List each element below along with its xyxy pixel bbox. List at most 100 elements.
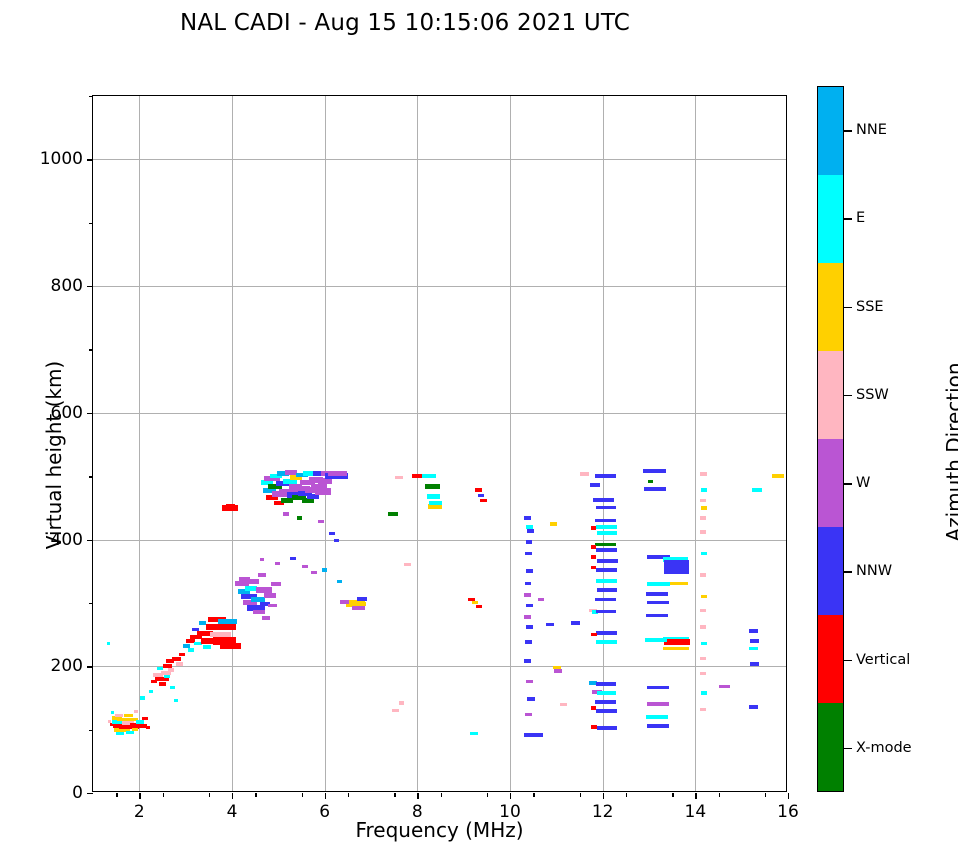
echo-mark bbox=[477, 493, 485, 497]
colorbar-tick bbox=[844, 394, 852, 397]
y-tick-minor bbox=[89, 476, 93, 478]
echo-mark bbox=[468, 597, 475, 601]
echo-mark bbox=[264, 592, 277, 598]
echo-mark bbox=[114, 727, 124, 732]
x-tick-minor bbox=[208, 793, 211, 797]
x-tick-label: 16 bbox=[777, 802, 799, 822]
x-tick-minor bbox=[440, 793, 442, 797]
echo-mark bbox=[145, 725, 151, 729]
echo-mark bbox=[241, 593, 258, 600]
echo-mark bbox=[155, 676, 169, 682]
echo-mark bbox=[194, 641, 203, 646]
colorbar-segment-w bbox=[818, 439, 843, 527]
echo-mark bbox=[269, 473, 283, 479]
echo-mark bbox=[115, 714, 123, 718]
y-tick-minor bbox=[89, 602, 93, 605]
echo-mark bbox=[646, 715, 669, 719]
echo-mark bbox=[131, 728, 139, 732]
echo-mark bbox=[261, 616, 270, 620]
colorbar-tick bbox=[844, 130, 852, 132]
echo-mark bbox=[340, 599, 349, 604]
x-tick-minor bbox=[394, 793, 396, 797]
colorbar-segment-sse bbox=[818, 263, 843, 351]
x-tick-label: 14 bbox=[684, 802, 707, 822]
echo-mark bbox=[595, 474, 616, 479]
echo-mark bbox=[590, 565, 597, 570]
grid-line-horizontal bbox=[93, 666, 786, 668]
echo-mark bbox=[426, 494, 441, 499]
echo-mark bbox=[525, 569, 534, 574]
echo-mark bbox=[648, 479, 653, 483]
echo-mark bbox=[749, 704, 759, 709]
echo-mark bbox=[274, 562, 281, 566]
echo-mark bbox=[472, 601, 479, 605]
echo-mark bbox=[662, 636, 689, 640]
echo-mark bbox=[244, 586, 257, 592]
echo-mark bbox=[700, 641, 708, 646]
colorbar bbox=[817, 86, 844, 792]
echo-mark bbox=[201, 638, 220, 644]
x-tick-minor bbox=[625, 793, 628, 797]
echo-mark bbox=[168, 668, 174, 672]
echo-mark bbox=[324, 473, 348, 480]
x-tick-label: 10 bbox=[499, 802, 521, 822]
echo-mark bbox=[523, 732, 537, 737]
grid-line-vertical bbox=[510, 96, 511, 791]
echo-mark bbox=[292, 495, 307, 501]
y-tick-label: 200 bbox=[50, 656, 83, 677]
colorbar-label-x-mode: X-mode bbox=[856, 739, 912, 756]
echo-mark bbox=[645, 637, 667, 642]
x-tick-minor bbox=[486, 793, 489, 797]
echo-mark bbox=[597, 530, 617, 536]
echo-mark bbox=[303, 471, 318, 477]
echo-mark bbox=[699, 530, 707, 534]
echo-mark bbox=[480, 498, 487, 502]
echo-mark bbox=[308, 477, 323, 483]
echo-mark bbox=[333, 539, 339, 543]
echo-mark bbox=[169, 686, 175, 690]
echo-mark bbox=[590, 725, 598, 729]
echo-mark bbox=[590, 526, 597, 531]
echo-mark bbox=[290, 556, 296, 561]
echo-mark bbox=[209, 631, 232, 638]
echo-mark bbox=[699, 608, 707, 613]
echo-mark bbox=[135, 720, 144, 724]
echo-mark bbox=[699, 573, 707, 577]
echo-mark bbox=[750, 661, 760, 666]
echo-mark bbox=[218, 619, 237, 625]
echo-mark bbox=[404, 563, 411, 567]
y-tick-label: 0 bbox=[72, 783, 83, 803]
echo-mark bbox=[190, 634, 203, 640]
echo-mark bbox=[523, 614, 532, 619]
colorbar-segment-nne bbox=[818, 87, 843, 175]
echo-mark bbox=[106, 641, 111, 646]
echo-mark bbox=[310, 484, 327, 491]
y-tick-label: 400 bbox=[50, 529, 83, 550]
echo-mark bbox=[112, 720, 127, 724]
plot-axes: 2 4 6 8 10 12 14 16 0 200 400 600 800 1000 bbox=[40, 95, 799, 822]
x-tick-label: 8 bbox=[411, 802, 423, 822]
y-tick-label: 800 bbox=[50, 276, 83, 297]
echo-mark bbox=[596, 579, 617, 584]
echo-mark bbox=[321, 568, 327, 572]
echo-mark bbox=[273, 500, 284, 505]
echo-mark bbox=[219, 642, 242, 650]
x-tick bbox=[139, 793, 141, 799]
echo-mark bbox=[751, 488, 763, 493]
y-tick-minor bbox=[89, 729, 93, 732]
echo-mark bbox=[647, 555, 671, 560]
echo-mark bbox=[198, 621, 207, 626]
echo-mark bbox=[164, 674, 170, 678]
echo-mark bbox=[596, 506, 616, 510]
echo-mark bbox=[259, 558, 265, 562]
echo-mark bbox=[142, 716, 148, 720]
echo-mark bbox=[523, 516, 532, 520]
echo-mark bbox=[699, 657, 707, 661]
echo-mark bbox=[699, 498, 707, 502]
echo-mark bbox=[160, 670, 171, 675]
echo-mark bbox=[525, 524, 534, 529]
colorbar-tick bbox=[844, 218, 852, 220]
x-tick-minor bbox=[301, 793, 303, 797]
echo-mark bbox=[123, 714, 133, 718]
y-tick-label: 600 bbox=[50, 402, 83, 423]
